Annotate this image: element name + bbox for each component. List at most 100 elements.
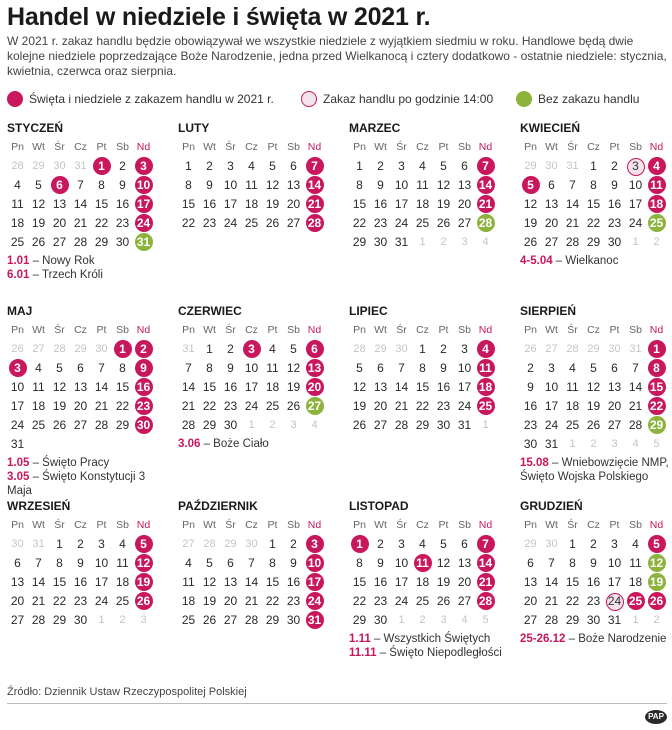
day-cell: 22 [52,594,67,608]
day-cell: 6 [14,556,21,570]
day-cell: 24 [544,418,559,432]
day-cell [49,435,70,454]
day-cell: 8 [206,361,213,375]
day-cell: 1 [569,537,576,551]
day-cell: 7 [304,157,325,176]
day-cell: 28 [244,613,259,627]
day-cell: 28 [544,613,559,627]
holiday-note: 1.01 – Nowy Rok [7,255,95,267]
day-cell: 7 [98,361,105,375]
month-calendar: MAJ Pn Wt Śr Cz Pt Sb Nd 26 27 28 29 30 1 2 3 4 5 6 7 8 9 10 11… [7,303,167,498]
day-cell: 12 [286,361,301,375]
day-cell: 19 [52,399,67,413]
day-cell: 7 [475,157,496,176]
day-cell: 17 [457,380,472,394]
weekday-header: Cz [245,141,258,153]
month-name: GRUDZIEŃ [520,499,583,513]
holiday-note: 11.11 – Święto Niepodległości [349,647,502,659]
day-cell: 19 [265,197,280,211]
day-grid: Pn Wt Śr Cz Pt Sb Nd 26 27 28 29 30 31 1 2 3 4 5 6 7 8 9 10 11 1… [520,321,672,454]
day-cell [28,435,49,454]
day-cell: 15 [352,197,367,211]
day-cell: 25 [31,418,46,432]
holiday-notes: 15.08 – Wniebowzięcie NMP, Święto Wojska… [520,456,672,484]
weekday-header: Pt [609,519,620,531]
day-cell: 22 [586,216,601,230]
day-cell: 29 [524,538,537,550]
day-cell: 6 [548,178,555,192]
day-cell: 29 [587,343,600,355]
day-cell: 9 [377,178,384,192]
day-cell: 2 [377,537,384,551]
day-cell: 29 [352,613,367,627]
day-cell: 10 [628,178,643,192]
day-cell: 30 [245,538,258,550]
weekday-header: Śr [54,141,65,153]
day-cell: 2 [440,236,447,248]
day-cell: 20 [304,378,325,397]
day-cell: 25 [244,216,259,230]
day-cell: 25 [181,613,196,627]
day-cell: 16 [607,197,622,211]
weekday-header: Sb [629,324,642,336]
day-cell: 30 [395,343,408,355]
day-cell: 1 [398,614,405,626]
day-cell: 30 [133,416,154,435]
day-cell: 4 [269,342,276,356]
day-cell: 16 [286,575,301,589]
weekday-header: Sb [629,141,642,153]
day-cell [91,435,112,454]
day-cell: 4 [475,340,496,359]
day-cell: 24 [604,592,625,611]
day-cell: 7 [248,556,255,570]
day-cell: 13 [286,178,301,192]
legend-item-partial: Zakaz handlu po godzinie 14:00 [301,89,493,109]
day-cell: 8 [119,361,126,375]
day-cell: 14 [544,575,559,589]
day-cell: 2 [227,342,234,356]
day-cell: 10 [94,556,109,570]
weekday-header: Sb [287,519,300,531]
day-cell: 5 [206,556,213,570]
day-cell: 12 [133,554,154,573]
weekday-header: Pn [11,141,24,153]
day-cell: 2 [653,614,660,626]
weekday-header: Wt [203,141,216,153]
day-cell: 11 [11,197,24,211]
day-cell: 22 [115,399,130,413]
weekday-header: Sb [287,141,300,153]
day-cell: 4 [185,556,192,570]
day-cell: 12 [202,575,217,589]
day-cell: 16 [133,378,154,397]
weekday-header: Śr [396,141,407,153]
weekday-header: Wt [374,519,387,531]
day-cell: 31 [74,160,87,172]
day-cell: 8 [569,556,576,570]
weekday-header: Nd [478,141,493,153]
day-cell: 24 [304,592,325,611]
day-grid: Pn Wt Śr Cz Pt Sb Nd 1 2 3 4 5 6 7 8 9 10 11 12 13 14 15 16 17 1… [178,138,338,233]
month-calendar: SIERPIEŃ Pn Wt Śr Cz Pt Sb Nd 26 27 28 29 30 31 1 2 3 4 5 6… [520,303,672,484]
day-cell: 12 [523,197,538,211]
month-calendar: LIPIEC Pn Wt Śr Cz Pt Sb Nd 28 29 30 1 2 3 4 5 6 7 8 9 10 11 1… [349,303,509,435]
day-cell: 26 [11,343,24,355]
weekday-header: Nd [136,324,151,336]
day-cell: 9 [527,380,534,394]
weekday-header: Śr [225,519,236,531]
day-cell: 30 [95,343,108,355]
weekday-header: Nd [649,141,664,153]
month-name: KWIECIEŃ [520,121,580,135]
day-cell: 14 [181,380,196,394]
day-cell: 29 [265,613,280,627]
day-cell: 27 [544,235,559,249]
weekday-header: Cz [587,324,600,336]
day-cell: 24 [394,594,409,608]
weekday-header: Nd [136,519,151,531]
day-cell: 10 [457,361,472,375]
weekday-header: Wt [32,324,45,336]
day-cell: 29 [374,343,387,355]
day-cell: 26 [31,235,46,249]
day-cell: 24 [394,216,409,230]
day-cell: 15 [565,575,580,589]
day-cell: 23 [586,594,601,608]
